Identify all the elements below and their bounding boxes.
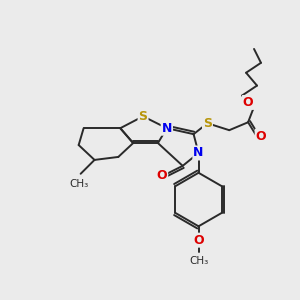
Text: CH₃: CH₃ (69, 179, 88, 189)
Text: S: S (203, 117, 212, 130)
Text: S: S (139, 110, 148, 123)
Text: N: N (194, 146, 204, 160)
Text: CH₃: CH₃ (189, 256, 208, 266)
Text: N: N (162, 122, 172, 135)
Text: O: O (256, 130, 266, 142)
Text: O: O (243, 96, 254, 109)
Text: O: O (193, 234, 204, 247)
Text: O: O (157, 169, 167, 182)
